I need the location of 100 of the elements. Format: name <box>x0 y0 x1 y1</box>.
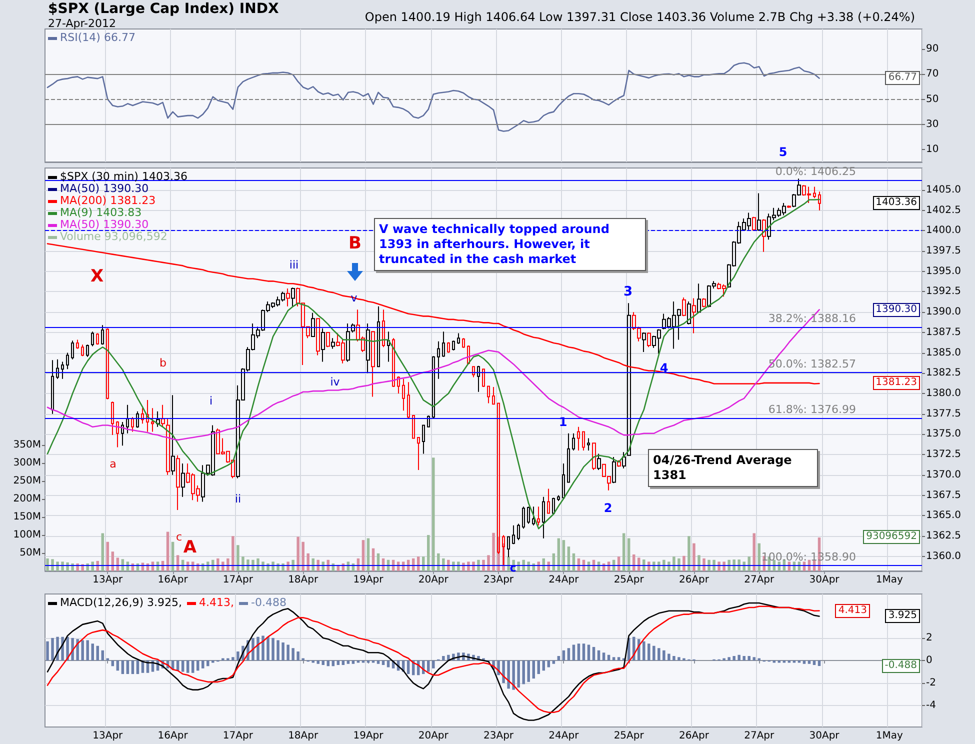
candlestick <box>562 463 565 500</box>
bar <box>748 656 750 660</box>
bar <box>256 558 260 571</box>
candlestick <box>587 438 590 452</box>
y-tick-label: 1367.5 <box>926 490 961 501</box>
bar <box>698 555 700 571</box>
candlestick <box>81 344 84 357</box>
bar <box>46 641 49 660</box>
bar <box>537 660 540 674</box>
candlestick <box>467 344 470 364</box>
y-tick-label: 1372.5 <box>926 449 961 460</box>
y-tick-label: 1390.0 <box>926 306 961 318</box>
annotation: 4 <box>660 361 668 375</box>
candlestick <box>136 410 139 428</box>
y-tick-label: 1400.0 <box>926 225 961 236</box>
bar <box>346 660 350 664</box>
x-tick-label: 19Apr <box>353 574 384 586</box>
bar <box>242 556 244 571</box>
bar <box>91 644 94 660</box>
candlestick <box>131 416 134 432</box>
y-tick-label: 1360.0 <box>926 550 961 562</box>
bar <box>86 640 89 660</box>
candlestick <box>66 352 69 370</box>
candlestick <box>757 192 761 232</box>
candlestick <box>452 340 455 351</box>
y-tick-label: 0 <box>926 655 932 666</box>
candlestick <box>557 494 560 502</box>
candlestick <box>437 340 440 380</box>
x-tick-label: 25Apr <box>614 574 645 586</box>
legend-label: -0.488 <box>251 596 286 609</box>
annotation: 5 <box>778 145 788 159</box>
y2-tick-label: 350M <box>13 440 41 451</box>
candlestick <box>86 344 89 358</box>
candlestick <box>371 331 375 398</box>
bar <box>226 558 230 571</box>
candlestick <box>392 338 395 388</box>
annotation: c <box>176 530 182 544</box>
bar <box>662 560 666 571</box>
candlestick <box>141 408 144 424</box>
annotation: 93096592 <box>863 530 920 544</box>
candlestick <box>146 400 149 432</box>
bar <box>678 558 680 571</box>
y2-tick-label: 150M <box>13 512 41 523</box>
bar <box>336 660 340 666</box>
bar <box>617 657 620 660</box>
y2-tick-label: 100M <box>13 530 41 541</box>
y-tick-label: 1365.0 <box>926 510 961 522</box>
x-tick-label: 30Apr <box>809 574 840 586</box>
candlestick <box>422 424 425 454</box>
candlestick <box>697 283 701 313</box>
candlestick <box>537 506 540 526</box>
candlestick <box>382 309 385 348</box>
candlestick <box>567 432 570 483</box>
candlestick <box>321 328 325 362</box>
line-series <box>46 62 820 132</box>
bar <box>648 644 650 660</box>
candlestick <box>61 361 64 380</box>
candlestick <box>457 332 460 344</box>
y2-tick-label: 300M <box>13 458 41 469</box>
bar <box>487 555 490 571</box>
bar <box>818 660 821 666</box>
bar <box>282 642 284 660</box>
text: Open 1400.19 High 1406.64 Low 1397.31 Close 1403.36 Volume 2.7B Chg +3.38 (+0.24%) <box>364 10 915 24</box>
x-tick-label: 17Apr <box>222 730 254 742</box>
y2-tick-label: 50M <box>20 548 41 559</box>
bar <box>352 660 355 664</box>
bar <box>126 660 130 674</box>
annotation: a <box>110 458 116 470</box>
bar <box>236 651 240 660</box>
legend-label: MA(50) 1390.30 <box>60 218 149 231</box>
bar <box>567 648 570 660</box>
bar <box>742 656 746 660</box>
bar <box>262 636 264 660</box>
candlestick <box>111 401 114 436</box>
bar <box>302 542 304 571</box>
bar <box>322 660 325 666</box>
candlestick <box>316 318 320 356</box>
bar <box>748 556 750 571</box>
y-tick-label: 10 <box>926 144 939 155</box>
bar <box>201 660 204 668</box>
ref-line-label: 38.2%: 1388.16 <box>768 312 856 326</box>
candlestick <box>106 328 109 400</box>
annotation: b <box>160 356 166 370</box>
bar <box>532 660 535 679</box>
bar <box>406 660 410 674</box>
candlestick <box>181 463 185 498</box>
candlestick <box>642 332 646 352</box>
y2-tick-label: 250M <box>13 476 41 487</box>
bar <box>292 560 294 571</box>
callout-box: V wave technically topped around 1393 in afterhours. However, it truncated in the cash market <box>374 218 646 271</box>
candlestick <box>687 301 691 325</box>
candlestick <box>547 488 550 514</box>
candlestick <box>331 338 335 350</box>
y-tick-label: 1392.5 <box>926 286 961 298</box>
candlestick <box>462 338 465 348</box>
bar <box>306 553 310 571</box>
x-tick-label: 23Apr <box>484 574 514 586</box>
bar <box>572 644 576 660</box>
y-tick-label: 50 <box>926 94 939 105</box>
candlestick <box>552 497 555 514</box>
